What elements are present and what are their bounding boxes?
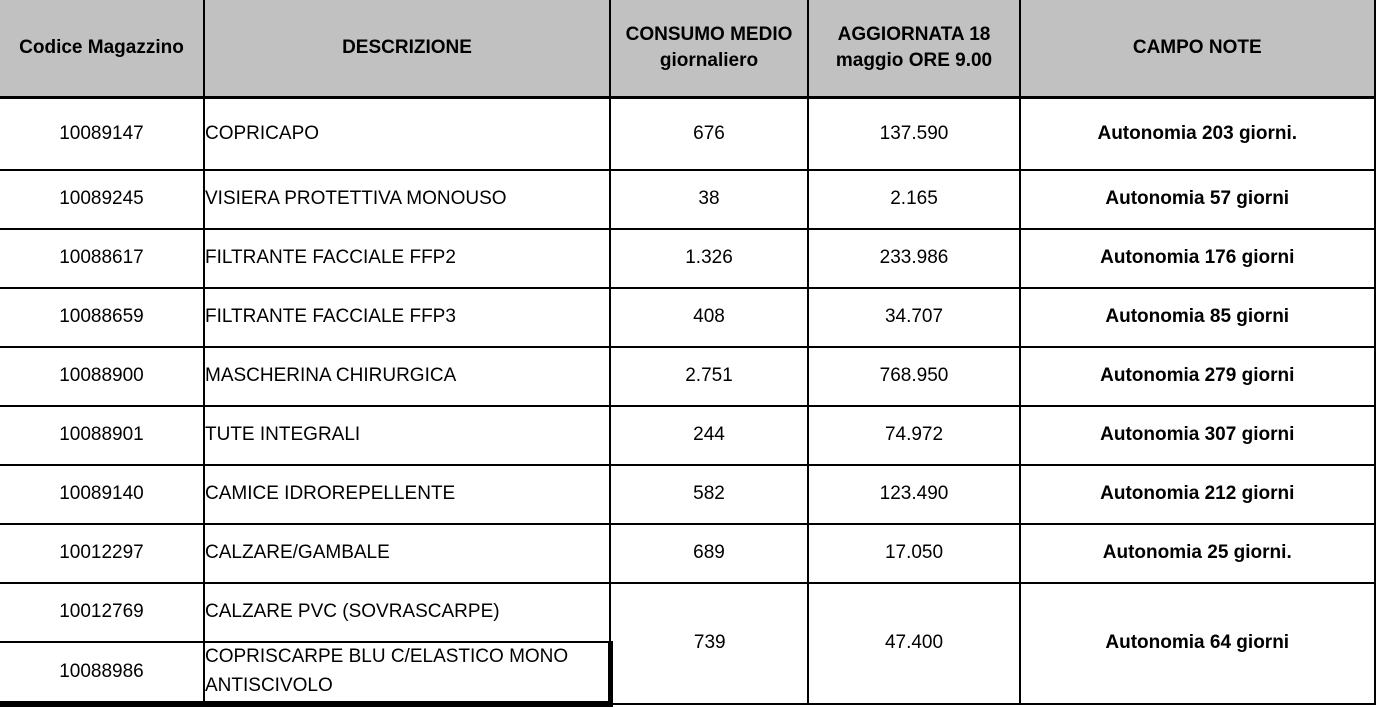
table-header: Codice Magazzino DESCRIZIONE CONSUMO MED… (0, 0, 1376, 99)
table-row: 10089140 CAMICE IDROREPELLENTE 582 123.4… (0, 463, 1376, 525)
table-row: 10012297 CALZARE/GAMBALE 689 17.050 Auto… (0, 522, 1376, 584)
cell-codice: 10088659 (0, 286, 205, 348)
cell-note: Autonomia 25 giorni. (1019, 522, 1376, 584)
cell-codice: 10088986 (0, 640, 205, 707)
cell-note: Autonomia 203 giorni. (1019, 96, 1376, 171)
header-aggiornata-line1: AGGIORNATA 18 (837, 24, 991, 46)
cell-aggiornata: 137.590 (807, 96, 1021, 171)
table-row: 10088901 TUTE INTEGRALI 244 74.972 Auton… (0, 404, 1376, 466)
table-row: 10089147 COPRICAPO 676 137.590 Autonomia… (0, 96, 1376, 171)
header-consumo-line2: giornaliero (659, 50, 759, 71)
cell-note: Autonomia 212 giorni (1019, 463, 1376, 525)
cell-consumo: 582 (609, 463, 809, 525)
table-row: 10088617 FILTRANTE FACCIALE FFP2 1.326 2… (0, 227, 1376, 289)
cell-aggiornata: 233.986 (807, 227, 1021, 289)
header-codice-magazzino: Codice Magazzino (0, 0, 205, 99)
cell-aggiornata: 2.165 (807, 168, 1021, 230)
cell-descrizione: CALZARE PVC (SOVRASCARPE) (203, 581, 611, 643)
cell-descrizione: FILTRANTE FACCIALE FFP2 (203, 227, 611, 289)
table-body: 10089147 COPRICAPO 676 137.590 Autonomia… (0, 96, 1376, 707)
cell-codice: 10088617 (0, 227, 205, 289)
header-aggiornata-line2: maggio ORE 9.00 (835, 50, 993, 71)
cell-note: Autonomia 57 giorni (1019, 168, 1376, 230)
cell-descrizione: VISIERA PROTETTIVA MONOUSO (203, 168, 611, 230)
cell-descrizione: COPRICAPO (203, 96, 611, 171)
header-descrizione: DESCRIZIONE (203, 0, 611, 99)
cell-codice: 10088900 (0, 345, 205, 407)
cell-consumo-merged: 739 (609, 581, 809, 705)
cell-codice: 10089245 (0, 168, 205, 230)
cell-aggiornata-merged: 47.400 (807, 581, 1021, 705)
cell-aggiornata: 768.950 (807, 345, 1021, 407)
header-consumo-line1: CONSUMO MEDIO (625, 24, 793, 46)
header-campo-note: CAMPO NOTE (1019, 0, 1376, 99)
cell-note: Autonomia 307 giorni (1019, 404, 1376, 466)
cell-aggiornata: 34.707 (807, 286, 1021, 348)
cell-consumo: 244 (609, 404, 809, 466)
cell-descrizione: CALZARE/GAMBALE (203, 522, 611, 584)
table-row: 10088900 MASCHERINA CHIRURGICA 2.751 768… (0, 345, 1376, 407)
cell-note: Autonomia 176 giorni (1019, 227, 1376, 289)
cell-descrizione: MASCHERINA CHIRURGICA (203, 345, 611, 407)
header-row: Codice Magazzino DESCRIZIONE CONSUMO MED… (0, 0, 1376, 99)
cell-aggiornata: 74.972 (807, 404, 1021, 466)
cell-aggiornata: 123.490 (807, 463, 1021, 525)
cell-consumo: 689 (609, 522, 809, 584)
cell-consumo: 408 (609, 286, 809, 348)
header-consumo-medio: CONSUMO MEDIO giornaliero (609, 0, 809, 99)
cell-note-merged: Autonomia 64 giorni (1019, 581, 1376, 705)
cell-descrizione: FILTRANTE FACCIALE FFP3 (203, 286, 611, 348)
table-row: 10089245 VISIERA PROTETTIVA MONOUSO 38 2… (0, 168, 1376, 230)
cell-descrizione: COPRISCARPE BLU C/ELASTICO MONO ANTISCIV… (203, 640, 613, 707)
header-aggiornata: AGGIORNATA 18 maggio ORE 9.00 (807, 0, 1021, 99)
cell-codice: 10088901 (0, 404, 205, 466)
table-row: 10088659 FILTRANTE FACCIALE FFP3 408 34.… (0, 286, 1376, 348)
cell-consumo: 2.751 (609, 345, 809, 407)
cell-codice: 10089147 (0, 96, 205, 171)
cell-descrizione: TUTE INTEGRALI (203, 404, 611, 466)
cell-note: Autonomia 85 giorni (1019, 286, 1376, 348)
cell-note: Autonomia 279 giorni (1019, 345, 1376, 407)
cell-consumo: 38 (609, 168, 809, 230)
table-row: 10088986 COPRISCARPE BLU C/ELASTICO MONO… (0, 640, 1376, 707)
cell-consumo: 676 (609, 96, 809, 171)
cell-aggiornata: 17.050 (807, 522, 1021, 584)
cell-descrizione: CAMICE IDROREPELLENTE (203, 463, 611, 525)
cell-codice: 10012769 (0, 581, 205, 643)
cell-codice: 10089140 (0, 463, 205, 525)
table-row: 10012769 CALZARE PVC (SOVRASCARPE) 739 4… (0, 581, 1376, 705)
cell-consumo: 1.326 (609, 227, 809, 289)
cell-codice: 10012297 (0, 522, 205, 584)
